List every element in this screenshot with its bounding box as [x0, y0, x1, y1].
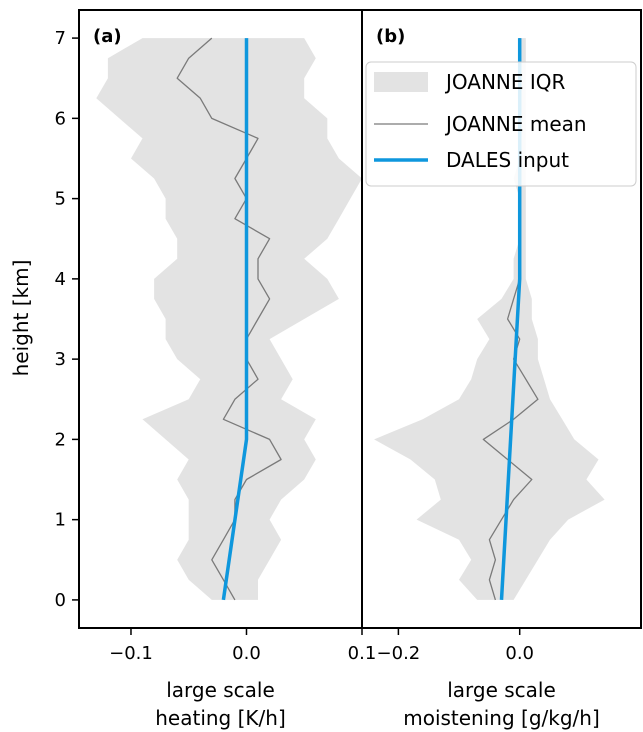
- legend-label-1: JOANNE mean: [444, 112, 587, 136]
- dales-line-a: [221, 38, 249, 601]
- panel-b: −0.2 0.0 large scale moistening [g/kg/h] (b): [361, 9, 642, 730]
- y-tick-label-1: 1: [55, 510, 66, 531]
- x-tick-label-b-1: 0.0: [505, 643, 534, 664]
- y-tick-label-2: 2: [55, 429, 66, 450]
- panel-label-a: (a): [93, 26, 122, 47]
- x-axis-title-b-line2: moistening [g/kg/h]: [403, 706, 600, 730]
- legend: JOANNE IQR JOANNE mean DALES input: [365, 61, 637, 187]
- axes-frame-b: [361, 9, 642, 629]
- y-tick-label-4: 4: [55, 269, 66, 290]
- legend-label-0: JOANNE IQR: [444, 70, 566, 94]
- mean-line-a: [176, 37, 282, 601]
- x-axis-title-a-line2: heating [K/h]: [155, 706, 286, 730]
- legend-iqr-swatch: [374, 72, 428, 92]
- legend-label-2: DALES input: [446, 148, 569, 172]
- y-tick-label-5: 5: [55, 189, 66, 210]
- y-tick-label-3: 3: [55, 349, 66, 370]
- iqr-band-a: [96, 38, 363, 600]
- x-tick-label-a-1: 0.0: [232, 643, 261, 664]
- panel-label-b: (b): [376, 26, 405, 47]
- y-tick-label-6: 6: [55, 108, 66, 129]
- y-tick-label-7: 7: [55, 28, 66, 49]
- legend-box: [365, 61, 637, 187]
- x-tick-label-a-2: 0.1: [348, 643, 377, 664]
- y-tick-label-0: 0: [55, 590, 66, 611]
- panel-a: −0.1 0.0 0.1 large scale heating [K/h] (a) 0 1 2…: [55, 9, 377, 730]
- y-axis-title: height [km]: [9, 260, 33, 377]
- x-tick-label-b-0: −0.2: [377, 643, 421, 664]
- x-tick-label-a-0: −0.1: [109, 643, 153, 664]
- x-axis-title-a-line1: large scale: [166, 678, 275, 702]
- iqr-band-b: [374, 38, 605, 600]
- x-axis-title-b-line1: large scale: [447, 678, 556, 702]
